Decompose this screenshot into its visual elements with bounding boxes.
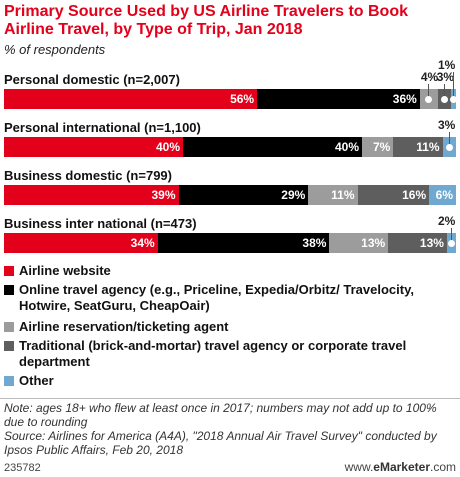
chart-title: Primary Source Used by US Airline Travel… — [4, 3, 408, 38]
legend-label: Airline website — [19, 263, 111, 278]
legend-swatch — [4, 341, 14, 351]
legend-item: Traditional (brick-and-mortar) travel ag… — [4, 338, 439, 370]
legend-label: Other — [19, 373, 54, 388]
brand-name: eMarketer — [373, 460, 430, 474]
bar-segment: 56% — [4, 89, 258, 109]
legend-item: Airline website — [4, 263, 439, 279]
bar-segment: 36% — [257, 89, 420, 109]
data-label-callout: 3% — [436, 70, 455, 84]
category-label: Business domestic (n=799) — [4, 168, 172, 183]
legend-item: Other — [4, 373, 439, 389]
data-label-callout: 1% — [438, 58, 456, 72]
callout-stem — [428, 84, 430, 99]
legend-item: Online travel agency (e.g., Priceline, E… — [4, 282, 439, 314]
bar-segment: 13% — [329, 233, 389, 253]
brand-logo: www.eMarketer.com — [345, 460, 456, 474]
bar-segment: 34% — [4, 233, 158, 253]
bar-segment: 13% — [388, 233, 447, 253]
data-label-callout: 2% — [438, 214, 456, 228]
note-text: Note: ages 18+ who flew at least once in… — [4, 401, 437, 429]
category-label: Business inter national (n=473) — [4, 216, 197, 231]
category-label: Personal domestic (n=2,007) — [4, 72, 180, 87]
bar-segment: 39% — [4, 185, 179, 205]
callout-dot — [445, 144, 453, 151]
legend-label: Airline reservation/ticketing agent — [19, 319, 229, 334]
bar-segment: 11% — [393, 137, 443, 157]
chart-id: 235782 — [4, 462, 41, 474]
callout-stem — [450, 228, 452, 243]
callout-dot — [450, 96, 458, 103]
callout-dot — [425, 96, 433, 103]
legend-label: Traditional (brick-and-mortar) travel ag… — [19, 338, 407, 369]
data-label-callout: 4% — [420, 70, 439, 84]
category-label: Personal international (n=1,100) — [4, 120, 201, 135]
bar-segment: 40% — [4, 137, 183, 157]
source-text: Source: Airlines for America (A4A), "201… — [4, 429, 437, 457]
bar-segment: 38% — [157, 233, 330, 253]
legend-swatch — [4, 266, 14, 276]
footnote: Note: ages 18+ who flew at least once in… — [4, 401, 456, 457]
bar-segment: 6% — [429, 185, 456, 205]
callout-stem — [453, 72, 455, 99]
brand-prefix: www. — [344, 460, 374, 474]
callout-stem — [448, 132, 450, 147]
callout-stem — [444, 84, 446, 99]
bar-segment: 40% — [183, 137, 362, 157]
data-label-callout: 3% — [438, 118, 456, 132]
chart-subtitle: % of respondents — [4, 42, 106, 57]
legend-label: Online travel agency (e.g., Priceline, E… — [19, 282, 414, 313]
bar-segment: 7% — [362, 137, 394, 157]
footer-divider — [0, 398, 460, 399]
legend-item: Airline reservation/ticketing agent — [4, 319, 439, 335]
callout-dot — [447, 240, 455, 247]
callout-dot — [441, 96, 449, 103]
legend-swatch — [4, 322, 14, 332]
legend-swatch — [4, 285, 14, 295]
brand-suffix: .com — [429, 460, 456, 474]
bar-segment: 11% — [308, 185, 358, 205]
legend-swatch — [4, 376, 14, 386]
bar-segment: 29% — [178, 185, 309, 205]
bar-segment: 16% — [357, 185, 430, 205]
